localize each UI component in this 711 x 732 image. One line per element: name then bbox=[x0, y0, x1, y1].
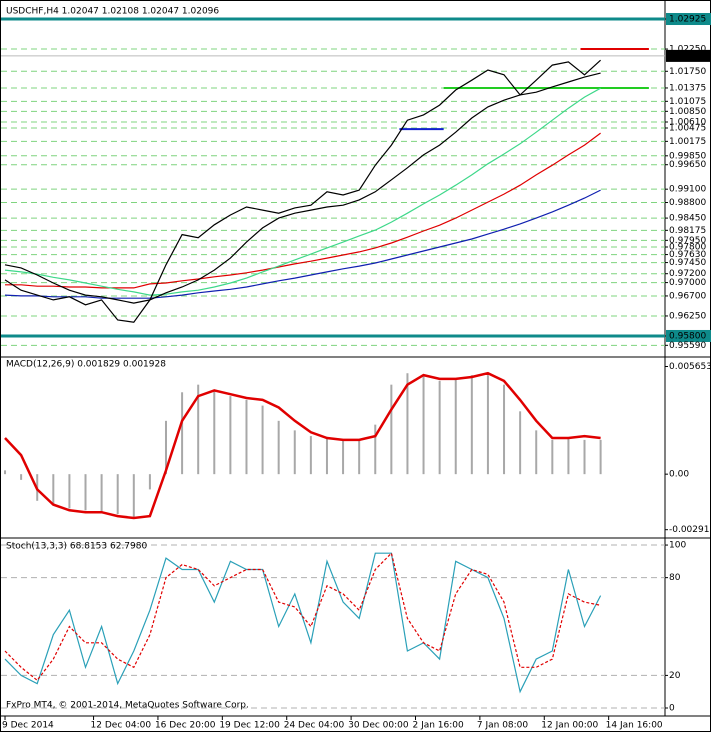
histogram-bar bbox=[277, 420, 280, 475]
series-line bbox=[4, 87, 601, 296]
series-line bbox=[4, 59, 602, 323]
histogram-bar bbox=[132, 474, 135, 518]
histogram-bar bbox=[68, 474, 71, 509]
histogram-bar bbox=[84, 474, 87, 511]
panel-title: USDCHF,H4 1.02047 1.02108 1.02047 1.0209… bbox=[6, 7, 219, 17]
histogram-bar bbox=[519, 411, 522, 475]
histogram-bar bbox=[245, 399, 248, 475]
histogram-bar bbox=[261, 405, 264, 475]
x-tick-label: 7 Jan 08:00 bbox=[477, 721, 529, 731]
y-tick-label: 100 bbox=[669, 541, 686, 551]
histogram-bar bbox=[229, 396, 232, 475]
histogram-bar bbox=[100, 474, 103, 513]
y-tick-label: 20 bbox=[669, 671, 681, 681]
histogram-bar bbox=[599, 439, 602, 475]
histogram-bar bbox=[52, 474, 55, 505]
y-tick-label: -0.002916 bbox=[669, 525, 711, 535]
y-tick-label: 0.95590 bbox=[669, 341, 706, 351]
y-tick-label: 0.97630 bbox=[669, 250, 706, 260]
y-tick-label: 0.00 bbox=[669, 470, 689, 480]
y-tick-label: 0.99100 bbox=[669, 185, 706, 195]
footer: FxPro MT4, © 2001-2014, MetaQuotes Softw… bbox=[6, 701, 249, 711]
y-tick-label: 0.95800 bbox=[669, 331, 706, 341]
histogram-bar bbox=[551, 439, 554, 475]
series-line bbox=[4, 552, 602, 694]
y-tick-label: 0 bbox=[669, 703, 675, 713]
histogram-bar bbox=[148, 474, 151, 490]
tick-label-bg bbox=[666, 329, 711, 342]
histogram-bar bbox=[503, 384, 506, 475]
series-line bbox=[4, 371, 601, 520]
y-tick-label: 80 bbox=[669, 573, 681, 583]
x-tick-label: 14 Jan 16:00 bbox=[606, 721, 663, 731]
histogram-bar bbox=[486, 375, 489, 475]
histogram-bar bbox=[293, 430, 296, 475]
y-tick-label: 0.98800 bbox=[669, 198, 706, 208]
y-tick-label: 0.97800 bbox=[669, 243, 706, 253]
y-tick-label: 0.96700 bbox=[669, 291, 706, 301]
histogram-bar bbox=[358, 439, 361, 475]
y-tick-label: 1.00175 bbox=[669, 137, 706, 147]
y-tick-label: 0.97450 bbox=[669, 258, 706, 268]
y-tick-label: 0.97200 bbox=[669, 269, 706, 279]
histogram-bar bbox=[374, 424, 377, 475]
y-tick-label: 1.00475 bbox=[669, 124, 706, 134]
histogram-bar bbox=[325, 437, 328, 475]
y-tick-label: 0.98450 bbox=[669, 214, 706, 224]
y-tick-label: 1.01075 bbox=[669, 97, 706, 107]
y-tick-label: 1.02250 bbox=[669, 45, 706, 55]
y-tick-label: 0.005653 bbox=[669, 362, 711, 372]
last-price-label: 1.02096 bbox=[669, 51, 706, 61]
histogram-bar bbox=[181, 392, 184, 475]
histogram-bar bbox=[164, 420, 167, 475]
y-tick-label: 1.00610 bbox=[669, 118, 706, 128]
x-tick-label: 16 Dec 20:00 bbox=[155, 721, 216, 731]
y-tick-label: 1.01750 bbox=[669, 67, 706, 77]
x-tick-label: 12 Jan 00:00 bbox=[541, 721, 598, 731]
y-tick-label: 0.97950 bbox=[669, 236, 706, 246]
histogram-bar bbox=[4, 470, 7, 475]
histogram-bar bbox=[567, 437, 570, 475]
y-tick-label: 0.99650 bbox=[669, 160, 706, 170]
histogram-bar bbox=[583, 439, 586, 475]
histogram-bar bbox=[454, 378, 457, 475]
histogram-bar bbox=[116, 474, 119, 515]
histogram-bar bbox=[535, 430, 538, 475]
series-line bbox=[4, 189, 601, 299]
y-tick-label: 0.97000 bbox=[669, 278, 706, 288]
x-tick-label: 2 Jan 16:00 bbox=[412, 721, 464, 731]
histogram-bar bbox=[422, 375, 425, 475]
series-line bbox=[4, 72, 601, 304]
histogram-bar bbox=[342, 439, 345, 475]
x-tick-label: 30 Dec 00:00 bbox=[348, 721, 409, 731]
panel-title: Stoch(13,3,3) 68.8153 62.7980 bbox=[6, 542, 147, 552]
histogram-bar bbox=[390, 384, 393, 475]
y-tick-label: 1.02925 bbox=[669, 15, 706, 25]
y-tick-label: 1.00850 bbox=[669, 107, 706, 117]
last-price-bg bbox=[666, 49, 711, 62]
panel-title: MACD(12,26,9) 0.001829 0.001928 bbox=[6, 360, 166, 370]
histogram-bar bbox=[213, 390, 216, 475]
y-tick-label: 0.98175 bbox=[669, 226, 706, 236]
x-tick-label: 19 Dec 12:00 bbox=[219, 721, 280, 731]
y-tick-label: 0.96250 bbox=[669, 311, 706, 321]
y-tick-label: 0.99850 bbox=[669, 151, 706, 161]
histogram-bar bbox=[470, 375, 473, 475]
histogram-bar bbox=[406, 373, 409, 475]
tick-label-bg bbox=[666, 13, 711, 26]
x-tick-label: 24 Dec 04:00 bbox=[284, 721, 345, 731]
histogram-bar bbox=[20, 474, 23, 480]
histogram-bar bbox=[438, 380, 441, 475]
x-tick-label: 9 Dec 2014 bbox=[2, 721, 54, 731]
series-line bbox=[5, 132, 601, 289]
histogram-bar bbox=[309, 436, 312, 475]
series-line bbox=[4, 552, 601, 682]
histogram-bar bbox=[197, 384, 200, 475]
y-tick-label: 1.01375 bbox=[669, 83, 706, 93]
x-tick-label: 12 Dec 04:00 bbox=[91, 721, 152, 731]
